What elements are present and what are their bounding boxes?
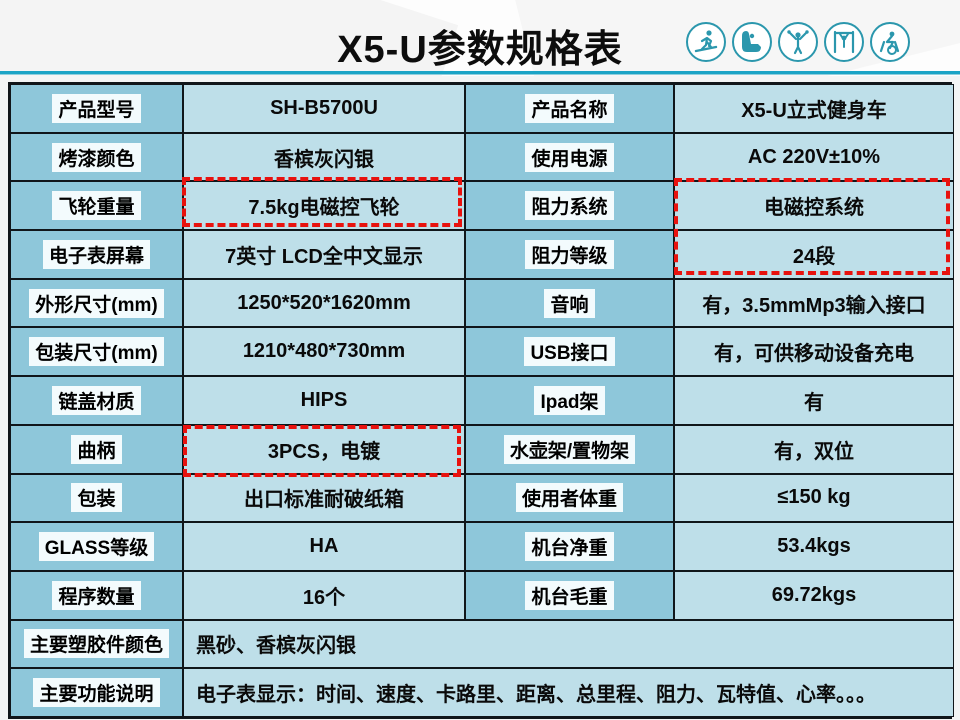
spec-label: 包装尺寸(mm)	[10, 327, 183, 377]
spec-label: USB接口	[465, 327, 674, 377]
page-title: X5-U参数规格表	[337, 29, 623, 71]
exercise-bike-icon	[870, 22, 910, 62]
spec-value: 有，双位	[674, 424, 954, 474]
spec-label: 烤漆颜色	[10, 132, 183, 182]
spec-value: 24段	[674, 230, 954, 279]
header-divider-line	[0, 71, 960, 75]
spec-value: HIPS	[183, 376, 465, 425]
spec-label: 链盖材质	[10, 376, 183, 425]
spec-label: 机台毛重	[465, 570, 674, 620]
spec-value: 有，可供移动设备充电	[674, 327, 954, 377]
spec-label: Ipad架	[465, 376, 674, 425]
spec-label: 包装	[10, 473, 183, 523]
spec-label: 曲柄	[10, 424, 183, 474]
spec-label: GLASS等级	[10, 522, 183, 571]
spec-value: 出口标准耐破纸箱	[183, 473, 465, 523]
treadmill-icon	[686, 22, 726, 62]
spec-value: 有	[674, 376, 954, 425]
spec-label: 主要塑胶件颜色	[10, 619, 183, 669]
spec-label: 外形尺寸(mm)	[10, 278, 183, 328]
spec-label: 阻力系统	[465, 181, 674, 231]
spec-value: 53.4kgs	[674, 522, 954, 571]
spec-value: 香槟灰闪银	[183, 132, 465, 182]
spec-table: 产品型号 SH-B5700U 产品名称 X5-U立式健身车 烤漆颜色 香槟灰闪银…	[8, 82, 954, 719]
spec-value: X5-U立式健身车	[674, 84, 954, 133]
spec-value: 有，3.5mmMp3输入接口	[674, 278, 954, 328]
spec-label: 电子表屏幕	[10, 230, 183, 279]
spec-value: 电子表显示：时间、速度、卡路里、距离、总里程、阻力、瓦特值、心率。。。	[183, 668, 954, 717]
spec-value: 7.5kg电磁控飞轮	[183, 181, 465, 231]
spec-value: 黑砂、香槟灰闪银	[183, 619, 954, 669]
spec-label: 阻力等级	[465, 230, 674, 279]
spec-value: SH-B5700U	[183, 84, 465, 133]
spec-value: 16个	[183, 570, 465, 620]
dumbbell-raise-icon	[778, 22, 818, 62]
spec-value: AC 220V±10%	[674, 132, 954, 182]
spec-label: 使用电源	[465, 132, 674, 182]
spec-value: 3PCS，电镀	[183, 424, 465, 474]
spec-value: 电磁控系统	[674, 181, 954, 231]
spec-value: HA	[183, 522, 465, 571]
pullup-station-icon	[824, 22, 864, 62]
spec-label: 程序数量	[10, 570, 183, 620]
spec-label: 产品型号	[10, 84, 183, 133]
spec-value: 1250*520*1620mm	[183, 278, 465, 328]
massage-chair-icon	[732, 22, 772, 62]
spec-label: 产品名称	[465, 84, 674, 133]
spec-label: 飞轮重量	[10, 181, 183, 231]
spec-label: 主要功能说明	[10, 668, 183, 717]
spec-value: 69.72kgs	[674, 570, 954, 620]
spec-value: ≤150 kg	[674, 473, 954, 523]
spec-label: 水壶架/置物架	[465, 424, 674, 474]
spec-value: 7英寸 LCD全中文显示	[183, 230, 465, 279]
spec-label: 音响	[465, 278, 674, 328]
spec-label: 机台净重	[465, 522, 674, 571]
spec-value: 1210*480*730mm	[183, 327, 465, 377]
fitness-icon-strip	[686, 22, 910, 62]
spec-label: 使用者体重	[465, 473, 674, 523]
